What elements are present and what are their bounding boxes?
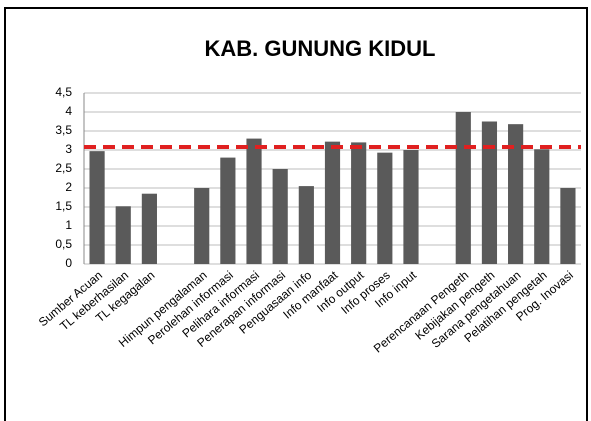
y-tick-label: 1,5: [55, 199, 72, 213]
bar: [455, 112, 471, 264]
bar: [481, 121, 498, 264]
chart-title: KAB. GUNUNG KIDUL: [205, 36, 436, 61]
y-tick-label: 4: [65, 104, 72, 118]
bar: [115, 206, 131, 264]
y-tick-label: 0,5: [55, 237, 72, 251]
bar: [272, 169, 288, 264]
bar: [141, 193, 157, 264]
y-tick-label: 3: [65, 142, 72, 156]
bar: [403, 150, 419, 264]
y-tick-label: 0: [65, 256, 72, 270]
bar: [194, 188, 210, 264]
bar: [220, 157, 236, 264]
bar: [351, 142, 367, 264]
y-tick-label: 2,5: [55, 161, 72, 175]
y-tick-label: 1: [65, 218, 72, 232]
bar: [324, 141, 341, 264]
y-tick-label: 4,5: [55, 85, 72, 99]
bar: [508, 124, 524, 264]
bar: [246, 138, 262, 264]
bar: [534, 149, 550, 264]
bar: [377, 152, 393, 264]
bar: [89, 151, 105, 264]
bar: [298, 186, 314, 264]
bar: [560, 188, 576, 264]
y-tick-label: 3,5: [55, 123, 72, 137]
y-tick-label: 2: [65, 180, 72, 194]
